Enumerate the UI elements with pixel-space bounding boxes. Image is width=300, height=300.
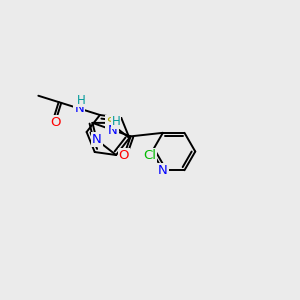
Text: N: N xyxy=(158,164,168,177)
Text: N: N xyxy=(74,102,84,115)
Text: O: O xyxy=(50,116,60,129)
Text: N: N xyxy=(108,124,118,136)
Text: Cl: Cl xyxy=(143,148,156,162)
Text: N: N xyxy=(92,134,102,146)
Text: H: H xyxy=(76,94,85,106)
Text: O: O xyxy=(118,149,129,162)
Text: H: H xyxy=(112,115,121,128)
Text: S: S xyxy=(106,116,114,129)
